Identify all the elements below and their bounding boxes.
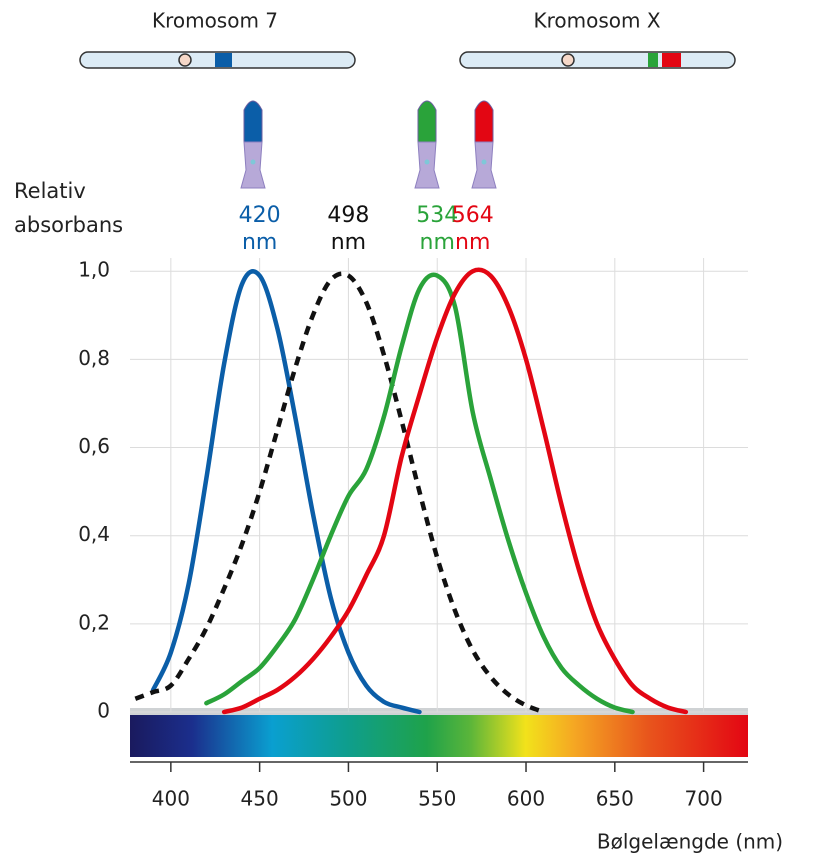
- chromosome-label: Kromosom X: [533, 9, 660, 33]
- series-line: [134, 271, 545, 715]
- x-axis-title: Bølgelængde (nm): [597, 830, 783, 854]
- y-tick-label: 0,2: [78, 610, 110, 634]
- chromosome: [79, 51, 356, 69]
- spectrum: [130, 715, 748, 757]
- cone-icons: [240, 100, 497, 189]
- y-tick-label: 0,6: [78, 434, 110, 458]
- peak-label: 564 nm: [451, 203, 494, 255]
- chromosome: [459, 51, 736, 69]
- x-tick-label: 600: [507, 787, 545, 811]
- x-tick-label: 450: [241, 787, 279, 811]
- peak-label: 534 nm: [416, 203, 459, 255]
- y-tick-label: 0: [97, 699, 110, 723]
- x-tick-label: 500: [329, 787, 367, 811]
- peak-label: 420 nm: [238, 203, 281, 255]
- y-tick-label: 0,8: [78, 346, 110, 370]
- x-tick-label: 550: [418, 787, 456, 811]
- x-tick-label: 700: [685, 787, 723, 811]
- y-tick-label: 1,0: [78, 258, 110, 282]
- series-line: [221, 267, 689, 715]
- y-axis-title: Relativ absorbans: [14, 179, 124, 237]
- x-tick-label: 400: [152, 787, 190, 811]
- x-tick-label: 650: [596, 787, 634, 811]
- y-tick-label: 0,4: [78, 522, 110, 546]
- series-line: [204, 272, 635, 715]
- chromosome-label: Kromosom 7: [152, 9, 278, 33]
- series-line: [150, 269, 422, 715]
- peak-label: 498 nm: [327, 203, 370, 255]
